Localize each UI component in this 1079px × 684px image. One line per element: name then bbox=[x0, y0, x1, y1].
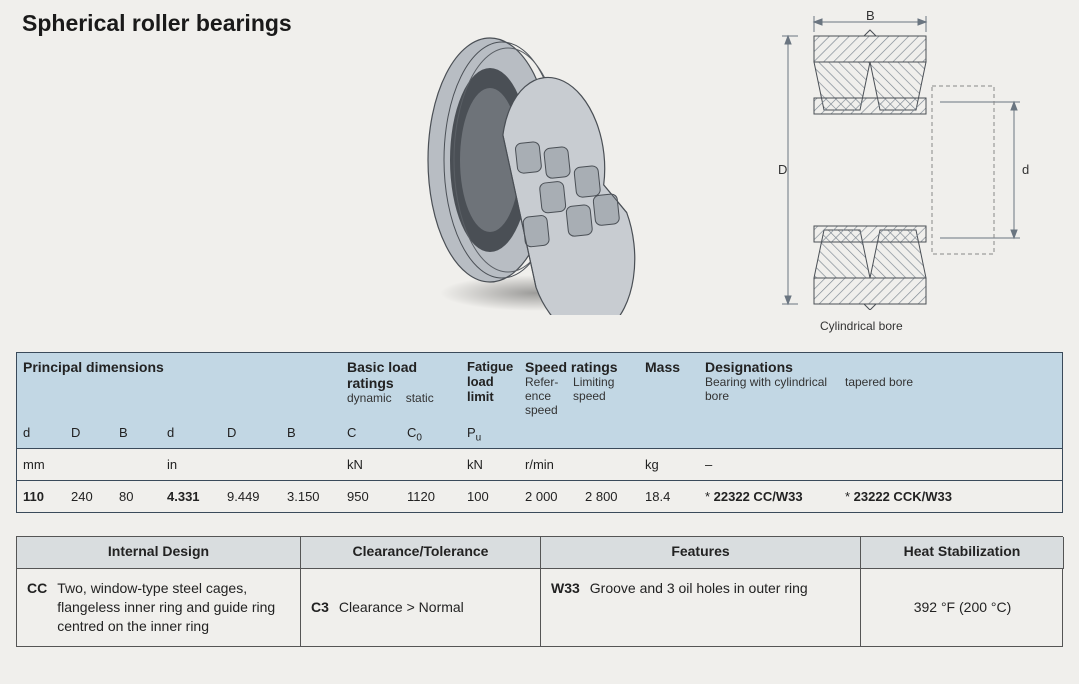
cell-ref-speed: 2 000 bbox=[519, 481, 579, 512]
dimensions-table: Principal dimensions Basic load ratings … bbox=[16, 352, 1063, 513]
hdr-designations: Designations bbox=[705, 359, 1000, 375]
cell-D-in: 9.449 bbox=[221, 481, 281, 512]
drawing-caption: Cylindrical bore bbox=[820, 319, 903, 333]
cell-desig-cyl: * 22322 CC/W33 bbox=[699, 481, 839, 512]
table-units-row: mm in kN kN r/min kg – bbox=[17, 449, 1062, 481]
feat-cell-features: W33 Groove and 3 oil holes in outer ring bbox=[541, 569, 861, 646]
unit-dash: – bbox=[699, 449, 839, 480]
sym-C: C bbox=[341, 419, 401, 448]
feat-hdr-internal: Internal Design bbox=[17, 537, 301, 569]
features-table: Internal Design Clearance/Tolerance Feat… bbox=[16, 536, 1063, 647]
hdr-speed: Speed ratings bbox=[525, 359, 635, 375]
sym-D: D bbox=[65, 419, 113, 448]
cell-Pu: 100 bbox=[461, 481, 519, 512]
dim-label-D: D bbox=[778, 162, 787, 177]
unit-kn2: kN bbox=[461, 449, 519, 480]
cell-d-mm: 110 bbox=[17, 481, 65, 512]
bearing-cross-section-drawing: B D d bbox=[776, 10, 1056, 340]
sym-B-in: B bbox=[281, 419, 341, 448]
cell-D-mm: 240 bbox=[65, 481, 113, 512]
hdr-dynamic: dynamic bbox=[347, 391, 392, 405]
code-c3: C3 bbox=[311, 598, 329, 617]
hdr-desig-tap: tapered bore bbox=[845, 375, 913, 403]
page-title: Spherical roller bearings bbox=[22, 10, 292, 37]
cell-mass: 18.4 bbox=[639, 481, 699, 512]
code-cc: CC bbox=[27, 579, 47, 636]
hdr-principal: Principal dimensions bbox=[23, 359, 337, 375]
cell-d-in: 4.331 bbox=[161, 481, 221, 512]
cell-lim-speed: 2 800 bbox=[579, 481, 639, 512]
dim-label-B: B bbox=[866, 10, 875, 23]
cell-C: 950 bbox=[341, 481, 401, 512]
hdr-lim-speed: Limiting speed bbox=[573, 375, 635, 417]
sym-d: d bbox=[17, 419, 65, 448]
cell-desig-tap: * 23222 CCK/W33 bbox=[839, 481, 1004, 512]
hdr-desig-cyl: Bearing with cylindrical bore bbox=[705, 375, 845, 403]
text-cc: Two, window-type steel cages, flangeless… bbox=[57, 579, 290, 636]
code-w33: W33 bbox=[551, 579, 580, 636]
unit-kg: kg bbox=[639, 449, 699, 480]
unit-mm: mm bbox=[17, 449, 65, 480]
cell-B-mm: 80 bbox=[113, 481, 161, 512]
cell-B-in: 3.150 bbox=[281, 481, 341, 512]
hdr-mass: Mass bbox=[645, 359, 695, 375]
text-c3: Clearance > Normal bbox=[339, 598, 464, 617]
feat-cell-clearance: C3 Clearance > Normal bbox=[301, 569, 541, 646]
hdr-basic-load: Basic load ratings bbox=[347, 359, 457, 391]
unit-kn1: kN bbox=[341, 449, 401, 480]
hdr-static: static bbox=[406, 391, 434, 405]
sym-d-in: d bbox=[161, 419, 221, 448]
sym-B: B bbox=[113, 419, 161, 448]
feat-hdr-features: Features bbox=[541, 537, 861, 569]
unit-rmin: r/min bbox=[519, 449, 579, 480]
feat-cell-internal: CC Two, window-type steel cages, flangel… bbox=[17, 569, 301, 646]
sym-Pu: Pu bbox=[461, 419, 519, 448]
unit-in: in bbox=[161, 449, 221, 480]
sym-C0: C0 bbox=[401, 419, 461, 448]
feat-hdr-clearance: Clearance/Tolerance bbox=[301, 537, 541, 569]
text-w33: Groove and 3 oil holes in outer ring bbox=[590, 579, 808, 636]
bearing-3d-illustration bbox=[420, 25, 640, 315]
table-header: Principal dimensions Basic load ratings … bbox=[17, 353, 1062, 449]
hdr-ref-speed: Refer-ence speed bbox=[525, 375, 565, 417]
sym-D-in: D bbox=[221, 419, 281, 448]
feat-hdr-heat: Heat Stabilization bbox=[861, 537, 1064, 569]
cell-C0: 1120 bbox=[401, 481, 461, 512]
hdr-fatigue: Fatigue load limit bbox=[467, 359, 515, 404]
dim-label-d: d bbox=[1022, 162, 1029, 177]
table-row: 110 240 80 4.331 9.449 3.150 950 1120 10… bbox=[17, 481, 1062, 512]
text-heat: 392 °F (200 °C) bbox=[914, 598, 1012, 617]
feat-cell-heat: 392 °F (200 °C) bbox=[861, 569, 1064, 646]
